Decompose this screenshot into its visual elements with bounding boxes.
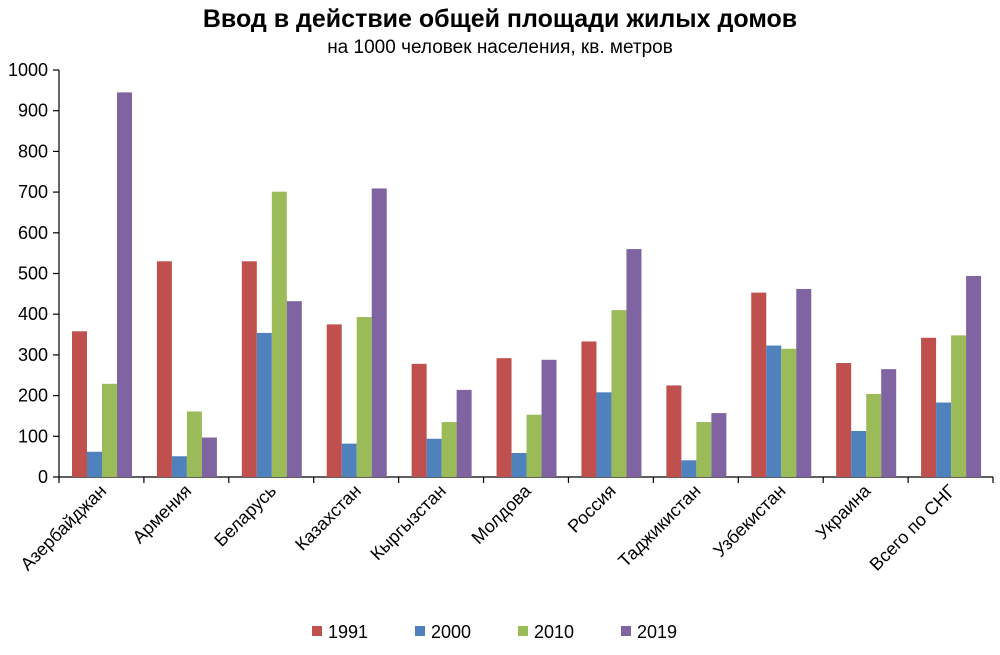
x-category-label: Узбекистан: [709, 481, 789, 561]
legend-swatch-1991: [312, 626, 322, 636]
y-tick-label: 1000: [8, 60, 48, 80]
bar-1991-7: [581, 341, 597, 477]
bar-2010-2: [186, 411, 202, 477]
y-tick-label: 0: [38, 467, 48, 487]
bar-2000-3: [256, 332, 272, 477]
y-tick-label: 200: [18, 386, 48, 406]
bar-2010-7: [611, 310, 627, 477]
bar-2010-11: [951, 335, 967, 477]
y-tick-label: 900: [18, 101, 48, 121]
x-category-label: Россия: [564, 481, 620, 537]
plot-area: 0 100 200 300 400 500 600 700 800 900 1000 Азербайд…: [8, 60, 994, 575]
bar-1991-8: [666, 385, 682, 477]
bar-2010-9: [781, 348, 797, 477]
bar-2000-8: [681, 460, 697, 477]
bar-1991-10: [836, 363, 852, 477]
bar-2019-1: [117, 92, 132, 477]
bar-2000-11: [936, 402, 952, 477]
y-tick-label: 300: [18, 345, 48, 365]
y-tick-label: 800: [18, 141, 48, 161]
bar-2010-3: [271, 191, 287, 477]
bar-2010-10: [866, 393, 882, 477]
chart-title: Ввод в действие общей площади жилых домо…: [203, 5, 797, 33]
x-category-label: Украина: [812, 480, 875, 543]
bar-1991-2: [156, 261, 172, 477]
x-category-label: Беларусь: [210, 481, 280, 551]
bar-1991-5: [411, 363, 427, 477]
bar-2000-7: [596, 392, 612, 477]
bar-2010-6: [526, 414, 542, 477]
bar-2019-6: [541, 359, 557, 477]
bar-2019-2: [201, 437, 217, 477]
y-tick-label: 400: [18, 304, 48, 324]
bar-2000-4: [341, 443, 357, 477]
legend-label-2000: 2000: [431, 622, 471, 642]
x-category-label: Молдова: [468, 480, 536, 548]
legend-swatch-2000: [415, 626, 425, 636]
x-category-label: Азербайджан: [17, 481, 111, 575]
bar-2019-10: [881, 369, 897, 477]
bar-2010-8: [696, 422, 712, 477]
x-category-label: Армения: [129, 481, 196, 548]
y-tick-label: 100: [18, 426, 48, 446]
x-category-label: Казахстан: [291, 481, 365, 555]
y-tick-label: 600: [18, 223, 48, 243]
legend: 1991 2000 2010 2019: [312, 622, 677, 642]
bar-1991-1: [72, 331, 87, 477]
x-category-label: Таджикистан: [614, 481, 704, 571]
y-tick-label: 500: [18, 264, 48, 284]
bar-1991-9: [751, 292, 767, 477]
bar-2010-4: [356, 317, 372, 477]
legend-swatch-2019: [621, 626, 631, 636]
bar-2000-10: [851, 431, 867, 477]
bar-2019-4: [371, 188, 387, 477]
bar-2019-8: [711, 413, 727, 477]
bar-1991-3: [241, 261, 257, 477]
bar-2010-5: [441, 422, 457, 477]
legend-label-2010: 2010: [534, 622, 574, 642]
bar-1991-4: [326, 324, 342, 477]
x-category-label: Всего по СНГ: [866, 481, 960, 575]
bar-1991-6: [496, 358, 512, 477]
bar-2019-5: [456, 389, 472, 477]
y-tick-label: 700: [18, 182, 48, 202]
bar-2019-9: [796, 288, 812, 477]
legend-label-2019: 2019: [637, 622, 677, 642]
bar-2000-5: [426, 438, 442, 477]
bar-2019-11: [966, 275, 982, 477]
legend-label-1991: 1991: [328, 622, 368, 642]
bar-1991-11: [921, 337, 937, 477]
bar-2019-7: [626, 249, 642, 477]
chart-subtitle: на 1000 человек населения, кв. метров: [327, 37, 673, 58]
bar-2010-1: [102, 383, 117, 477]
legend-swatch-2010: [518, 626, 528, 636]
bar-2000-6: [511, 452, 527, 477]
bar-2000-9: [766, 345, 782, 477]
bar-2000-1: [87, 451, 102, 477]
bar-2019-3: [286, 301, 302, 477]
bar-2000-2: [171, 456, 187, 477]
x-category-label: Кыргызстан: [366, 481, 449, 564]
